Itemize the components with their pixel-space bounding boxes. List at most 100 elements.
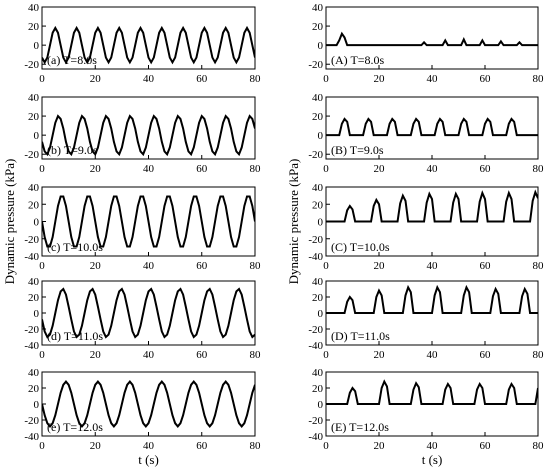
plot-area <box>42 114 255 157</box>
x-axis-label: t (s) <box>138 452 159 467</box>
x-tick-label: 0 <box>323 73 329 85</box>
y-tick-label: 40 <box>28 92 40 104</box>
y-tick-label: 20 <box>312 199 324 211</box>
x-tick-label: 20 <box>374 349 386 361</box>
y-tick-label: -20 <box>308 234 323 246</box>
annotation: (e) T=12.0s <box>47 420 103 434</box>
x-tick-label: 20 <box>90 73 102 85</box>
x-tick-label: 60 <box>196 73 208 85</box>
x-tick-label: 60 <box>480 73 492 85</box>
x-tick-label: 60 <box>196 440 208 452</box>
x-tick-label: 80 <box>533 73 545 85</box>
x-tick-label: 0 <box>323 440 329 452</box>
plot-area <box>326 189 538 223</box>
x-tick-label: 60 <box>480 163 492 175</box>
plot-area <box>326 379 538 405</box>
data-line <box>326 284 538 314</box>
annotation: (D) T=11.0s <box>331 329 390 343</box>
y-tick-label: -20 <box>308 415 323 427</box>
plot-area <box>42 287 255 339</box>
x-tick-label: 40 <box>143 163 155 175</box>
y-tick-label: 40 <box>28 2 40 14</box>
x-tick-label: 80 <box>533 349 545 361</box>
y-tick-label: 0 <box>34 308 40 320</box>
y-tick-label: 40 <box>312 92 324 104</box>
x-tick-label: 80 <box>250 163 262 175</box>
y-axis-label: Dynamic pressure (kPa) <box>286 159 301 285</box>
y-tick-label: 20 <box>312 111 324 123</box>
data-line <box>326 379 538 405</box>
y-tick-label: 20 <box>28 199 40 211</box>
x-tick-label: 0 <box>39 260 45 272</box>
data-line <box>326 31 538 47</box>
x-tick-label: 60 <box>196 163 208 175</box>
annotation: (C) T=10.0s <box>331 240 390 254</box>
y-tick-label: 40 <box>28 276 40 288</box>
plot-area <box>42 25 255 65</box>
y-tick-label: -40 <box>308 431 323 443</box>
y-tick-label: -20 <box>24 59 39 71</box>
x-axis-label: t (s) <box>422 452 443 467</box>
y-tick-label: -40 <box>24 251 39 263</box>
data-line <box>42 114 255 157</box>
annotation: (c) T=10.0s <box>47 240 103 254</box>
y-tick-label: -40 <box>308 340 323 352</box>
y-tick-label: 20 <box>28 383 40 395</box>
annotation: (b) T=9.0s <box>47 143 98 157</box>
x-tick-label: 0 <box>323 163 329 175</box>
annotation: (B) T=9.0s <box>331 143 384 157</box>
x-tick-label: 80 <box>250 349 262 361</box>
x-tick-label: 80 <box>250 440 262 452</box>
data-line <box>42 380 255 428</box>
y-tick-label: -40 <box>308 251 323 263</box>
x-tick-label: 80 <box>533 440 545 452</box>
x-tick-label: 40 <box>427 440 439 452</box>
y-tick-label: -40 <box>24 431 39 443</box>
x-tick-label: 0 <box>39 349 45 361</box>
y-tick-label: 0 <box>318 130 324 142</box>
y-tick-label: 20 <box>312 292 324 304</box>
annotation: (d) T=11.0s <box>47 329 103 343</box>
annotation: (a) T=8.0s <box>47 53 97 67</box>
x-tick-label: 40 <box>143 349 155 361</box>
y-tick-label: -20 <box>24 234 39 246</box>
x-tick-label: 20 <box>374 440 386 452</box>
x-tick-label: 60 <box>196 349 208 361</box>
x-tick-label: 0 <box>323 260 329 272</box>
x-tick-label: 80 <box>533 260 545 272</box>
y-tick-label: 20 <box>312 383 324 395</box>
y-tick-label: 0 <box>318 308 324 320</box>
x-tick-label: 60 <box>480 440 492 452</box>
x-tick-label: 60 <box>480 260 492 272</box>
x-tick-label: 20 <box>90 349 102 361</box>
plot-area <box>326 117 538 137</box>
data-line <box>42 287 255 339</box>
x-tick-label: 40 <box>427 260 439 272</box>
x-tick-label: 80 <box>250 260 262 272</box>
x-tick-label: 20 <box>374 163 386 175</box>
y-tick-label: 40 <box>312 182 324 194</box>
annotation: (A) T=8.0s <box>331 53 385 67</box>
x-tick-label: 80 <box>250 73 262 85</box>
y-tick-label: 0 <box>34 40 40 52</box>
y-tick-label: 40 <box>28 182 40 194</box>
y-tick-label: 40 <box>312 276 324 288</box>
plot-area <box>42 195 255 248</box>
y-tick-label: 40 <box>312 2 324 14</box>
x-tick-label: 20 <box>374 73 386 85</box>
x-tick-label: 0 <box>323 349 329 361</box>
y-tick-label: 20 <box>312 21 324 33</box>
plot-area <box>326 284 538 314</box>
y-tick-label: -40 <box>24 340 39 352</box>
y-tick-label: -20 <box>308 149 323 161</box>
y-tick-label: -20 <box>308 59 323 71</box>
x-tick-label: 0 <box>39 440 45 452</box>
y-tick-label: 40 <box>312 367 324 379</box>
x-tick-label: 60 <box>480 349 492 361</box>
y-tick-label: 0 <box>318 217 324 229</box>
y-tick-label: 0 <box>34 217 40 229</box>
plot-area <box>326 31 538 47</box>
y-tick-label: 0 <box>34 399 40 411</box>
y-tick-label: 0 <box>318 399 324 411</box>
x-tick-label: 80 <box>533 163 545 175</box>
